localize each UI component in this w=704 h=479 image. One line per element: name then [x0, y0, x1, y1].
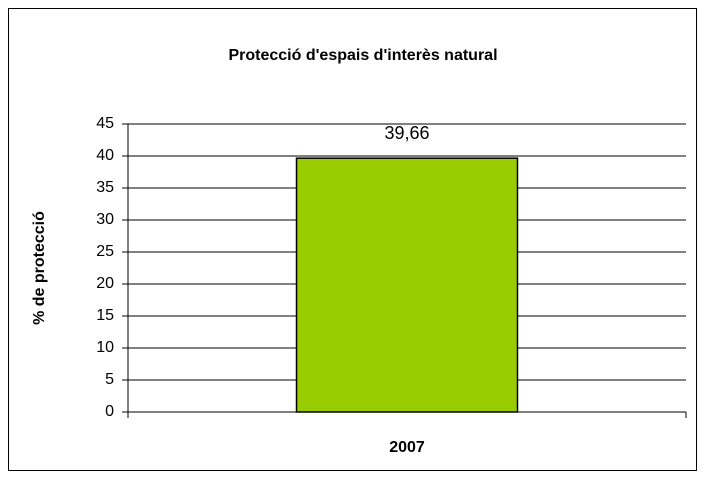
data-label: 39,66 — [384, 123, 429, 143]
y-tick-label: 20 — [96, 275, 114, 292]
chart-title: Protecció d'espais d'interès natural — [228, 47, 497, 64]
bar — [295, 157, 519, 413]
y-tick-label: 10 — [96, 339, 114, 356]
y-tick-label: 0 — [105, 403, 114, 420]
y-axis-label: % de protecció — [31, 211, 48, 325]
x-tick-label: 2007 — [389, 439, 425, 456]
y-tick-label: 45 — [96, 115, 114, 132]
y-tick-label: 40 — [96, 147, 114, 164]
y-tick-label: 35 — [96, 179, 114, 196]
y-tick-label: 15 — [96, 307, 114, 324]
y-tick-label: 30 — [96, 211, 114, 228]
y-tick-label: 5 — [105, 371, 114, 388]
y-tick-label: 25 — [96, 243, 114, 260]
